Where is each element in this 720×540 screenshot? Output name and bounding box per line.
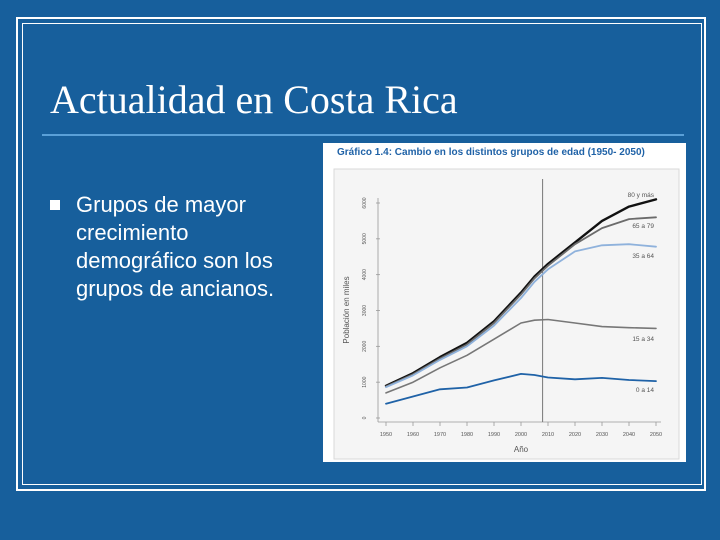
slide-title: Actualidad en Costa Rica bbox=[50, 77, 458, 122]
series-line-2 bbox=[385, 216, 657, 388]
series-label-5: 0 a 14 bbox=[636, 387, 654, 394]
square-bullet-icon bbox=[50, 200, 60, 210]
slide-frame-outer bbox=[16, 17, 706, 491]
y-tick-label: 6000 bbox=[362, 197, 368, 208]
x-tick-label: 2030 bbox=[596, 432, 608, 438]
y-tick-label: 1000 bbox=[362, 376, 368, 387]
x-tick-label: 2000 bbox=[515, 432, 527, 438]
series-label-2: 65 a 79 bbox=[632, 223, 654, 230]
series-label-4: 15 a 34 bbox=[632, 336, 654, 343]
x-tick-label: 2050 bbox=[650, 432, 662, 438]
series-line-4 bbox=[385, 318, 657, 394]
y-tick-label: 4000 bbox=[362, 269, 368, 280]
series-line-1 bbox=[384, 198, 658, 388]
slide-frame-inner bbox=[22, 23, 702, 485]
x-tick-label: 1980 bbox=[461, 432, 473, 438]
x-tick-label: 1960 bbox=[407, 432, 419, 438]
series-line-5 bbox=[385, 372, 657, 405]
y-tick-label: 3000 bbox=[362, 305, 368, 316]
x-tick-label: 1950 bbox=[380, 432, 392, 438]
line-chart: 0 1000 2000 3000 4000 5000 6000 1950 1960 1970 198… bbox=[333, 168, 680, 460]
x-axis-label: Año bbox=[514, 445, 529, 454]
chart-title: Gráfico 1.4: Cambio en los distintos gru… bbox=[337, 147, 645, 158]
y-axis-label: Población en miles bbox=[342, 276, 351, 343]
x-tick-label: 1990 bbox=[488, 432, 500, 438]
x-tick-label: 2040 bbox=[623, 432, 635, 438]
bullet-text: Grupos de mayor crecimiento demográfico … bbox=[76, 192, 275, 301]
title-divider bbox=[42, 134, 684, 136]
y-tick-label: 5000 bbox=[362, 233, 368, 244]
y-tick-label: 2000 bbox=[362, 341, 368, 352]
x-tick-label: 2010 bbox=[542, 432, 554, 438]
series-label-1: 80 y más bbox=[628, 192, 655, 199]
y-tick-label: 0 bbox=[362, 416, 368, 419]
series-label-3: 35 a 64 bbox=[632, 253, 654, 260]
series-line-3 bbox=[385, 243, 657, 389]
x-tick-label: 1970 bbox=[434, 432, 446, 438]
x-tick-label: 2020 bbox=[569, 432, 581, 438]
